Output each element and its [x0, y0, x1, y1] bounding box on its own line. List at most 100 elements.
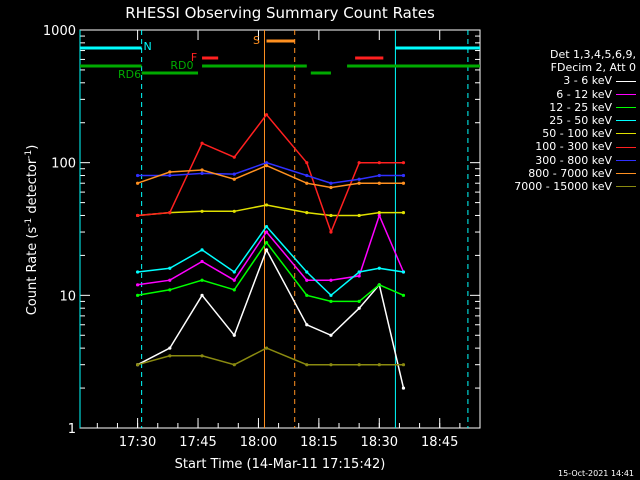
- series-point: [305, 323, 309, 327]
- legend-swatch: [616, 93, 636, 95]
- series-point: [305, 270, 309, 274]
- series-point: [232, 363, 236, 367]
- y-label-end: ): [25, 145, 40, 150]
- series-point: [401, 270, 406, 274]
- legend-item: 25 - 50 keV: [514, 114, 636, 127]
- series-point: [264, 203, 269, 207]
- series-point: [264, 164, 269, 168]
- series-point: [305, 161, 309, 165]
- series-point: [377, 266, 381, 270]
- flag-bars: N RD0 RD6 F S: [79, 30, 480, 428]
- legend-item: 12 - 25 keV: [514, 101, 636, 114]
- series-point: [200, 354, 204, 358]
- legend: Det 1,3,4,5,6,9, FDecim 2, Att 0 3 - 6 k…: [514, 48, 636, 193]
- series-point: [168, 278, 172, 282]
- series-point: [136, 213, 140, 218]
- series-point: [329, 213, 333, 218]
- series-point: [357, 177, 361, 181]
- series-line: [137, 248, 405, 389]
- legend-item-label: 25 - 50 keV: [549, 114, 612, 128]
- series-line: [137, 164, 404, 189]
- flag-label-f: F: [191, 51, 197, 64]
- series-point: [136, 173, 140, 178]
- legend-item: 300 - 800 keV: [514, 154, 636, 167]
- flag-label-s: S: [253, 34, 260, 47]
- legend-swatch: [616, 186, 636, 188]
- legend-item-label: 12 - 25 keV: [549, 100, 612, 114]
- data-series: [136, 113, 406, 390]
- series-point: [401, 363, 406, 367]
- series-point: [232, 155, 236, 159]
- legend-swatch: [616, 159, 636, 161]
- series-point: [232, 333, 236, 337]
- x-tick-label: 18:30: [361, 435, 398, 450]
- series-point: [168, 346, 172, 350]
- series-point: [200, 278, 204, 282]
- series-point: [377, 161, 381, 165]
- y-tick-label: 1: [68, 422, 76, 437]
- series-point: [232, 177, 236, 181]
- series-point: [232, 288, 236, 292]
- series-point: [377, 181, 381, 185]
- plot-frame: [79, 29, 481, 429]
- legend-header-1: Det 1,3,4,5,6,9,: [549, 48, 636, 61]
- legend-item: 6 - 12 keV: [514, 88, 636, 101]
- series-point: [329, 333, 333, 337]
- flag-label-n: N: [144, 40, 152, 53]
- series-point: [329, 185, 333, 190]
- legend-item-label: 50 - 100 keV: [542, 127, 612, 141]
- flag-label-rd0: RD0: [170, 59, 193, 72]
- legend-item: 50 - 100 keV: [514, 127, 636, 140]
- series-point: [377, 363, 381, 367]
- legend-item: 7000 - 15000 keV: [514, 180, 636, 193]
- series-point: [168, 266, 172, 270]
- x-tick-label: 18:45: [421, 435, 458, 450]
- series-line: [137, 241, 404, 303]
- series-point: [377, 211, 381, 215]
- axes: 1 10 100 1000 17:30 17:45 18:00 18:15 18:30 18:45: [43, 24, 480, 450]
- series-point: [264, 161, 269, 165]
- series-point: [377, 173, 381, 178]
- series-point: [357, 306, 361, 310]
- y-axis-label: Count Rate (s-1 detector-1): [24, 145, 40, 316]
- series-point: [305, 278, 309, 282]
- series-point: [329, 181, 333, 185]
- series-point: [136, 363, 140, 367]
- legend-items: 3 - 6 keV 6 - 12 keV 12 - 25 keV 25 - 50 ke…: [514, 74, 636, 193]
- series-point: [200, 248, 204, 252]
- legend-header-2: FDecim 2, Att 0: [550, 61, 636, 75]
- series-line: [137, 347, 404, 366]
- legend-item-label: 3 - 6 keV: [563, 74, 612, 88]
- legend-item-label: 800 - 7000 keV: [528, 166, 612, 180]
- series-point: [401, 173, 406, 178]
- series-point: [264, 113, 269, 117]
- series-point: [200, 171, 204, 176]
- series-point: [377, 213, 381, 218]
- series-point: [305, 211, 309, 215]
- series-point: [305, 363, 309, 367]
- series-point: [232, 270, 236, 274]
- series-line: [137, 213, 405, 286]
- series-point: [136, 181, 140, 185]
- series-point: [357, 274, 361, 278]
- series-point: [357, 270, 361, 274]
- x-tick-label: 18:15: [300, 435, 337, 450]
- series-point: [357, 363, 361, 367]
- series-point: [401, 211, 406, 215]
- flag-label-rd6: RD6: [118, 68, 141, 81]
- legend-item: 3 - 6 keV: [514, 74, 636, 87]
- legend-item-label: 6 - 12 keV: [556, 87, 612, 101]
- y-tick-label: 10: [59, 289, 76, 304]
- series-point: [329, 363, 333, 367]
- series-line: [137, 161, 404, 184]
- series-point: [305, 293, 309, 297]
- series-point: [401, 386, 406, 390]
- series-point: [264, 240, 269, 245]
- series-point: [401, 181, 406, 185]
- legend-item: 800 - 7000 keV: [514, 167, 636, 180]
- footer-timestamp: 15-Oct-2021 14:41: [558, 469, 634, 478]
- series-point: [305, 181, 309, 185]
- series-point: [329, 230, 333, 234]
- series-point: [200, 168, 204, 172]
- series-point: [377, 283, 381, 287]
